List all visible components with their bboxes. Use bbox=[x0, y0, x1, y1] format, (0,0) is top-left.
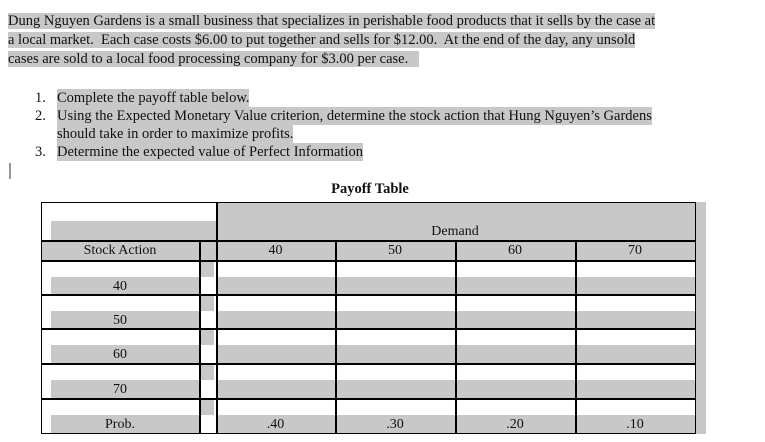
payoff-cell[interactable] bbox=[455, 328, 575, 363]
demand-value-header: 50 bbox=[388, 243, 402, 258]
payoff-cell[interactable] bbox=[335, 363, 455, 398]
payoff-cell[interactable] bbox=[335, 294, 455, 328]
row-divider bbox=[41, 398, 696, 400]
probability-value: .30 bbox=[386, 417, 404, 432]
payoff-cell[interactable] bbox=[216, 328, 335, 363]
probability-value: .10 bbox=[626, 417, 644, 432]
demand-header-band bbox=[216, 202, 696, 240]
stock-action-label: 40 bbox=[113, 279, 127, 294]
row-label-band bbox=[51, 380, 199, 398]
row-divider bbox=[41, 240, 696, 242]
payoff-cell[interactable] bbox=[575, 294, 695, 328]
header-row-band bbox=[41, 241, 696, 260]
question-2: 2. Using the Expected Monetary Value crit… bbox=[35, 107, 652, 125]
row-gap-band bbox=[201, 363, 214, 380]
row-divider bbox=[41, 294, 696, 296]
payoff-cell[interactable] bbox=[575, 328, 695, 363]
col-divider bbox=[199, 240, 201, 434]
table-border bbox=[41, 202, 696, 434]
intro-line: a local market. Each case costs $6.00 to… bbox=[8, 32, 636, 48]
demand-value-header: 60 bbox=[508, 243, 522, 258]
text-cursor bbox=[9, 163, 11, 179]
row-label-band bbox=[51, 277, 199, 294]
payoff-cell[interactable] bbox=[216, 294, 335, 328]
demand-value-header: 40 bbox=[268, 243, 283, 258]
col-divider bbox=[216, 202, 218, 434]
row-label-band bbox=[51, 345, 199, 363]
intro-line: Dung Nguyen Gardens is a small business … bbox=[8, 13, 656, 29]
row-divider bbox=[41, 328, 696, 330]
payoff-cell[interactable] bbox=[216, 260, 335, 294]
payoff-cell[interactable] bbox=[216, 363, 335, 398]
stock-action-label: 70 bbox=[113, 382, 127, 397]
payoff-cell[interactable] bbox=[455, 294, 575, 328]
row-gap-band bbox=[201, 328, 214, 345]
payoff-cell[interactable] bbox=[455, 363, 575, 398]
demand-label: Demand bbox=[431, 224, 479, 239]
margin-band bbox=[696, 202, 706, 434]
col-divider bbox=[575, 240, 577, 434]
payoff-cell[interactable] bbox=[455, 260, 575, 294]
stock-action-label: 60 bbox=[113, 347, 127, 362]
row-divider bbox=[41, 260, 696, 262]
row-gap-band bbox=[201, 398, 214, 415]
payoff-cell[interactable] bbox=[575, 363, 695, 398]
row-label-band bbox=[51, 415, 199, 433]
probability-value: .20 bbox=[506, 417, 524, 432]
payoff-cell[interactable] bbox=[335, 260, 455, 294]
question-3: 3. Determine the expected value of Perfec… bbox=[35, 143, 363, 161]
table-title: Payoff Table bbox=[331, 181, 409, 197]
intro-paragraph: Dung Nguyen Gardens is a small business … bbox=[8, 12, 748, 69]
stock-action-label: 50 bbox=[113, 313, 127, 328]
prob-label: Prob. bbox=[105, 417, 135, 432]
header-band bbox=[51, 221, 216, 240]
col-divider bbox=[455, 240, 457, 434]
probability-value: .40 bbox=[266, 417, 285, 432]
demand-value-header: 70 bbox=[628, 243, 642, 258]
payoff-cell[interactable] bbox=[575, 260, 695, 294]
row-gap-band bbox=[201, 294, 214, 311]
question-2-cont: should take in order to maximize profits… bbox=[57, 125, 294, 143]
col-divider bbox=[335, 240, 337, 434]
payoff-cell[interactable] bbox=[335, 328, 455, 363]
intro-line: cases are sold to a local food processin… bbox=[8, 51, 409, 67]
question-1: 1. Complete the payoff table below. bbox=[35, 89, 250, 107]
row-divider bbox=[41, 363, 696, 365]
row-gap-band bbox=[201, 260, 214, 277]
question-list: 1. Complete the payoff table below. 2. Usi… bbox=[35, 89, 652, 161]
row-label-band bbox=[51, 311, 199, 328]
stock-action-header: Stock Action bbox=[83, 243, 157, 258]
